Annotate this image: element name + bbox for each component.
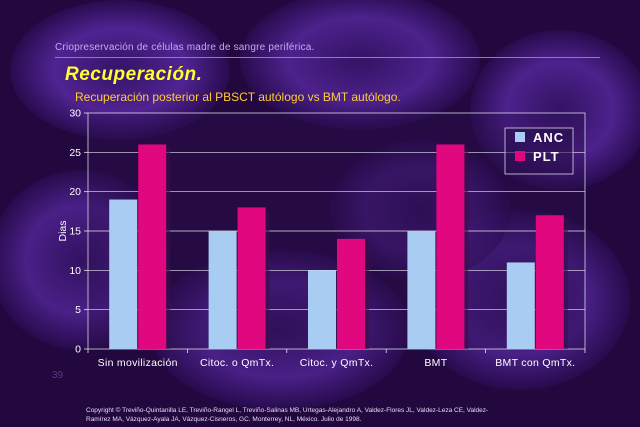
y-axis-label: Dias [57, 220, 69, 241]
y-tick-label: 10 [69, 265, 81, 277]
legend-label-plt: PLT [533, 149, 560, 164]
x-tick-label: Sin movilización [98, 357, 178, 369]
slide-title: Recuperación. [65, 64, 203, 85]
bar-plt [337, 238, 365, 349]
y-tick-label: 25 [69, 147, 81, 159]
x-tick-label: BMT con QmTx. [495, 357, 575, 369]
slide-header: Criopreservación de células madre de san… [55, 42, 315, 53]
legend-swatch-anc [515, 132, 525, 142]
x-tick-label: BMT [424, 357, 447, 369]
bar-plt [138, 144, 167, 349]
copyright-text: Copyright © Treviño-Quintanilla LE, Trev… [86, 407, 489, 423]
bar-anc [109, 199, 138, 349]
bar-anc [506, 262, 535, 349]
slide-number: 39 [52, 370, 64, 381]
bar-anc [208, 231, 237, 349]
y-tick-label: 20 [69, 186, 81, 198]
legend-label-anc: ANC [533, 130, 564, 145]
y-tick-label: 15 [69, 226, 81, 238]
x-tick-label: Citoc. y QmTx. [300, 357, 374, 369]
legend-swatch-plt [515, 151, 525, 161]
x-tick-label: Citoc. o QmTx. [200, 357, 274, 369]
slide-subtitle: Recuperación posterior al PBSCT autólogo… [75, 90, 401, 104]
bar-plt [237, 207, 266, 349]
bar-anc [308, 270, 336, 349]
header-divider [55, 57, 600, 58]
bar-anc [407, 231, 436, 349]
y-tick-label: 0 [75, 344, 81, 356]
y-tick-label: 5 [75, 304, 81, 316]
bar-plt [535, 215, 564, 349]
y-tick-label: 30 [69, 108, 81, 120]
bar-plt [436, 144, 465, 349]
